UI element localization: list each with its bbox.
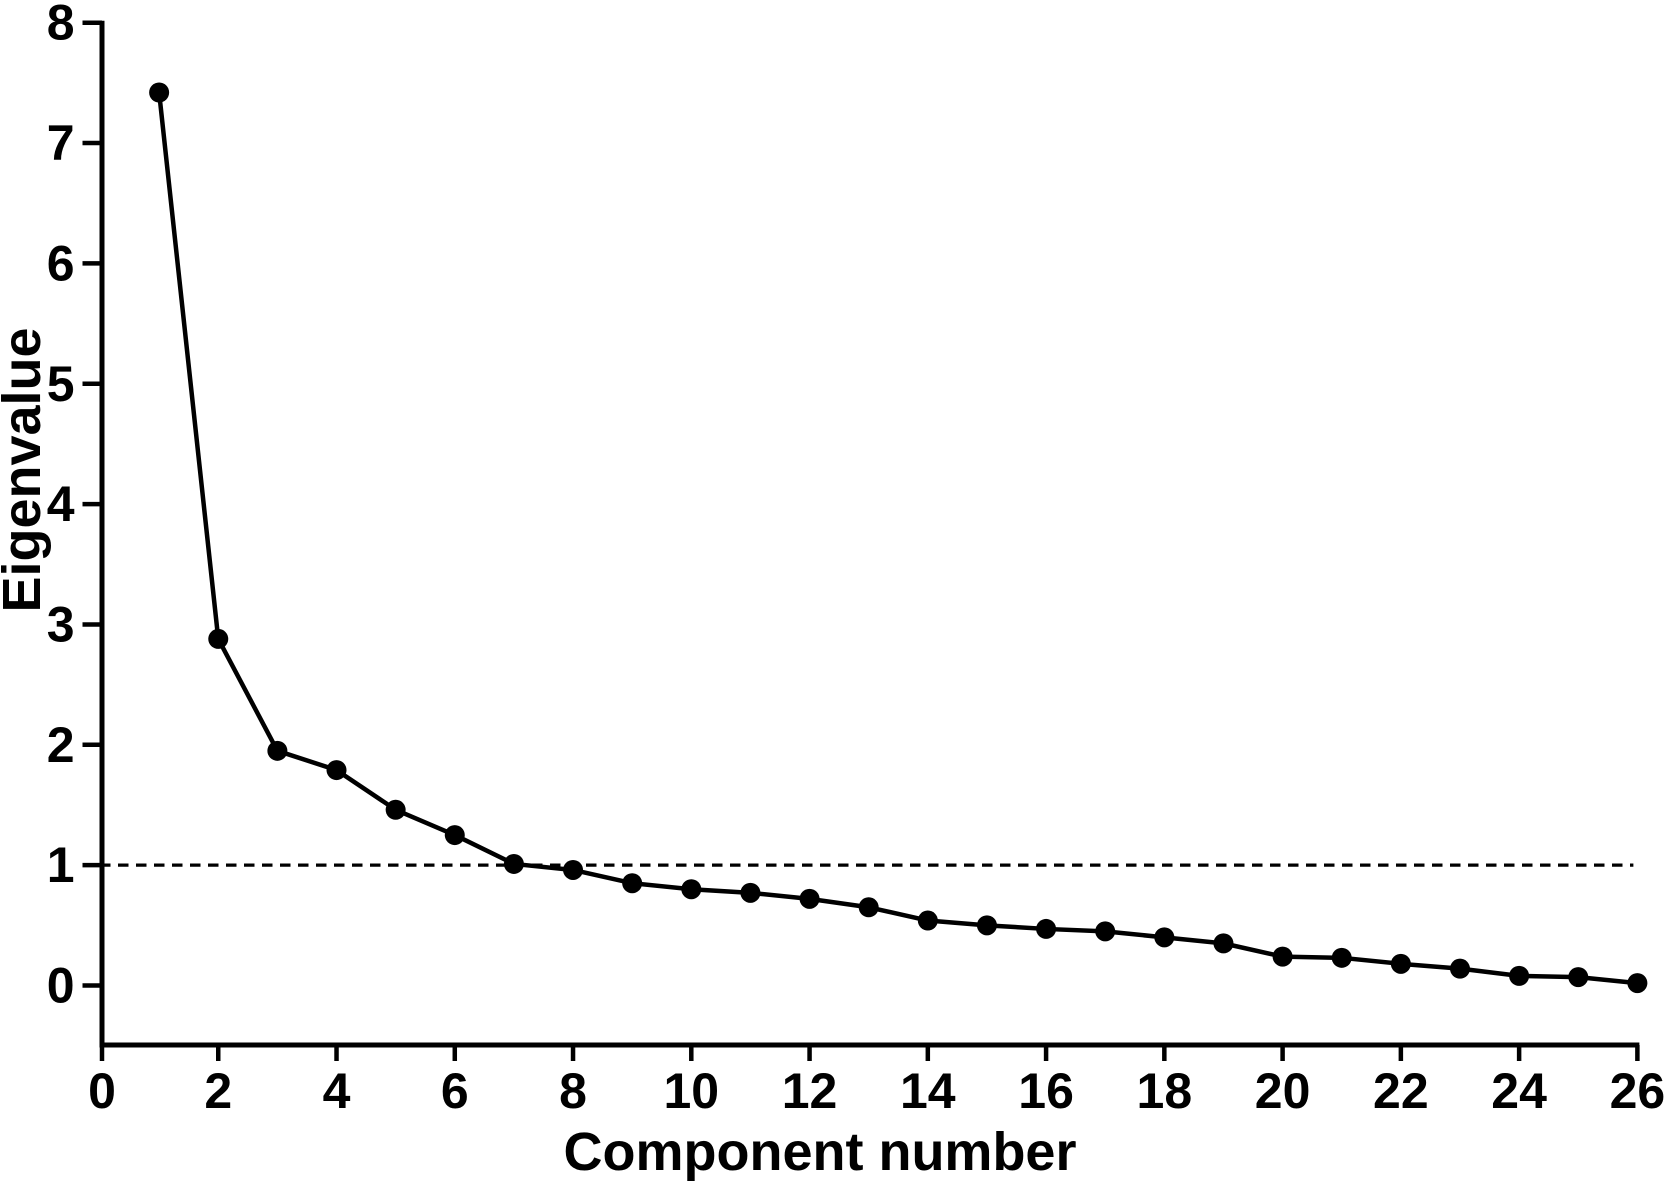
- x-tick-label: 2: [204, 1063, 232, 1119]
- scree-line: [156, 92, 1638, 986]
- x-tick-label: 18: [1137, 1063, 1193, 1119]
- y-tick-label: 3: [47, 596, 75, 652]
- data-point: [563, 859, 584, 880]
- x-axis-title: Component number: [564, 1122, 1077, 1182]
- x-tick-label: 0: [88, 1063, 116, 1119]
- x-tick-label: 4: [323, 1063, 351, 1119]
- x-tick-label: 24: [1491, 1063, 1547, 1119]
- data-point: [267, 740, 288, 761]
- data-point: [1331, 947, 1352, 968]
- data-point: [503, 853, 524, 874]
- x-tick-label: 8: [559, 1063, 587, 1119]
- data-point: [858, 897, 879, 918]
- data-point: [1568, 967, 1589, 988]
- data-point: [1272, 946, 1293, 967]
- y-tick-label: 8: [47, 0, 75, 51]
- data-point: [385, 799, 406, 820]
- data-point: [1036, 918, 1057, 939]
- y-axis-title: Eigenvalue: [0, 327, 52, 612]
- data-point: [326, 760, 347, 781]
- data-point: [681, 879, 702, 900]
- x-tick-label: 14: [900, 1063, 956, 1119]
- y-tick-label: 7: [47, 115, 75, 171]
- data-point: [976, 915, 997, 936]
- y-tick-label: 4: [47, 476, 75, 532]
- data-point: [1509, 965, 1530, 986]
- y-tick-label: 0: [47, 958, 75, 1014]
- data-point: [799, 888, 820, 909]
- x-tick-label: 12: [782, 1063, 838, 1119]
- y-tick-label: 5: [47, 356, 75, 412]
- x-tick-label: 16: [1018, 1063, 1074, 1119]
- data-point: [1449, 958, 1470, 979]
- x-tick-label: 26: [1610, 1063, 1666, 1119]
- x-tick-label: 10: [663, 1063, 719, 1119]
- x-tick-label: 22: [1373, 1063, 1429, 1119]
- y-tick-label: 2: [47, 717, 75, 773]
- data-point: [917, 910, 938, 931]
- label-layer: Component number Eigenvalue: [0, 327, 1076, 1182]
- series-layer: [149, 82, 1648, 994]
- data-point: [208, 628, 229, 649]
- x-tick-label: 6: [441, 1063, 469, 1119]
- data-point: [444, 825, 465, 846]
- data-point: [1154, 927, 1175, 948]
- data-point: [149, 82, 170, 103]
- data-point: [1390, 953, 1411, 974]
- y-tick-label: 6: [47, 235, 75, 291]
- y-tick-label: 1: [47, 837, 75, 893]
- x-tick-label: 20: [1255, 1063, 1311, 1119]
- data-point: [740, 882, 761, 903]
- data-point: [622, 873, 643, 894]
- data-point: [1627, 973, 1648, 994]
- data-point: [1095, 921, 1116, 942]
- data-point: [1213, 933, 1234, 954]
